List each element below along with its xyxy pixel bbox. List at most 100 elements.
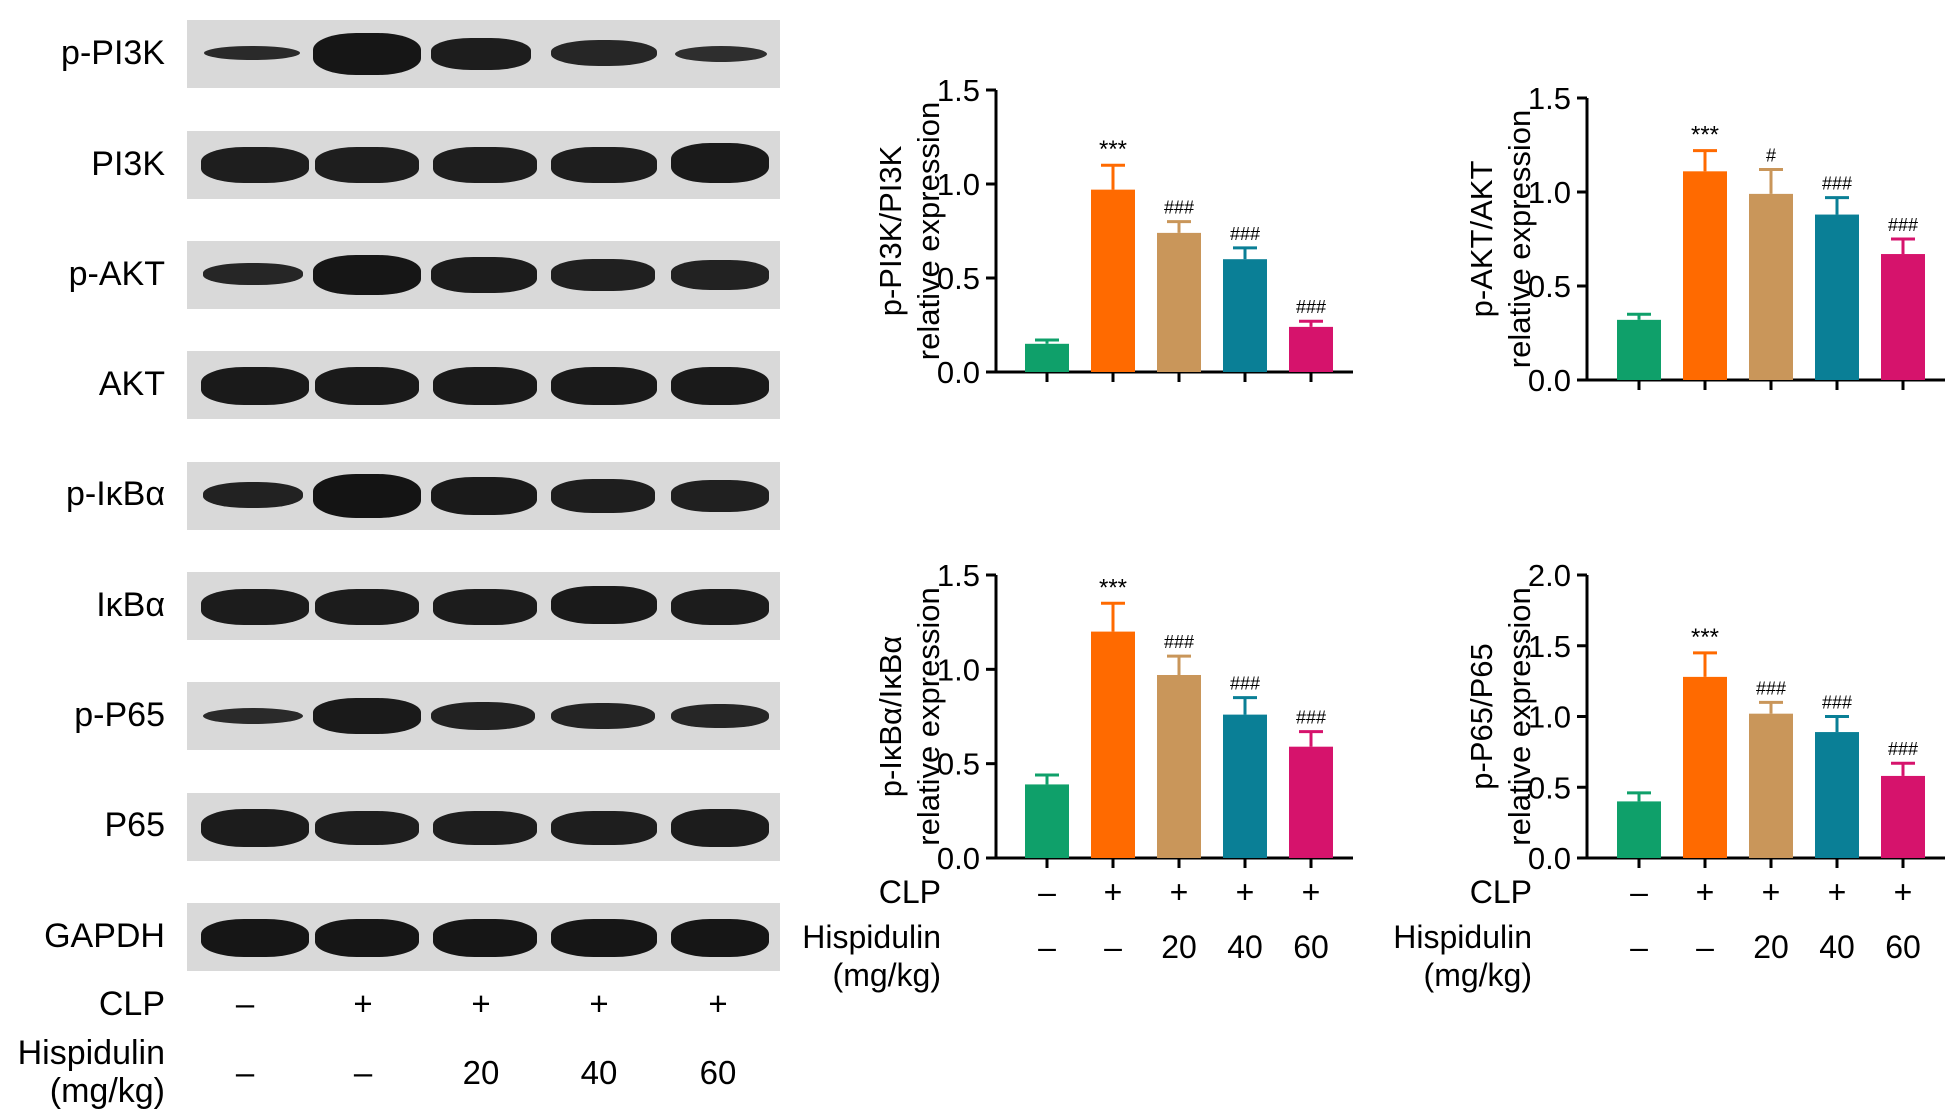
blot-label-p-akt: p-AKT (68, 255, 165, 293)
chart3-hispidulin-label-line2: (mg/kg) (833, 957, 941, 993)
chart4-y-tick-label-4: 2.0 (1528, 558, 1571, 593)
blot-label-p-pi3k: p-PI3K (61, 34, 165, 72)
chart4-annotation-4: ### (1822, 693, 1852, 713)
chart4-y-tick-label-2: 1.0 (1528, 700, 1571, 735)
chart4-annotation-3: ### (1756, 678, 1786, 698)
chart2-y-label-line1: p-AKT/AKT (1464, 161, 1499, 318)
chart1-y-tick-label-2: 1.0 (937, 167, 980, 202)
blot-label-p65: P65 (104, 806, 166, 844)
blot-strip-p-ikba (187, 462, 780, 530)
blot-strip-ikba (187, 572, 780, 640)
chart3-y-tick-label-3: 1.5 (937, 558, 980, 593)
chart2-bar-4 (1815, 214, 1859, 380)
chart1-y-label: p-PI3K/PI3Krelative expression (873, 102, 946, 360)
chart3-dose-1: – (1038, 929, 1056, 965)
blot-clp-sign-1: – (235, 985, 255, 1022)
chart2-bar-3 (1749, 193, 1793, 380)
chart3-y-tick-label-1: 0.5 (937, 747, 980, 782)
chart1-annotation-2: *** (1099, 136, 1127, 163)
chart3-bar-5 (1289, 746, 1333, 858)
chart2-annotation-5: ### (1888, 215, 1918, 235)
chart3-dose-2: – (1104, 929, 1122, 965)
chart2-annotation-3: # (1766, 145, 1776, 165)
chart4-y-label-line2: relative expression (1502, 587, 1537, 845)
chart1-y-label-line1: p-PI3K/PI3K (873, 145, 908, 316)
blot-hispidulin-label: Hispidulin (mg/kg) (18, 1034, 165, 1110)
blot-hispidulin-label-line1: Hispidulin (17, 1034, 165, 1072)
blot-label-ikba: IκBα (96, 586, 165, 624)
chart4-hispidulin-label-line2: (mg/kg) (1424, 957, 1532, 993)
chart2-y-tick-label-0: 0.0 (1528, 363, 1571, 398)
chart3-annotation-3: ### (1164, 632, 1194, 652)
blot-clp-label: CLP (98, 985, 165, 1023)
chart4-clp-sign-5: + (1894, 874, 1913, 910)
chart1-annotation-5: ### (1296, 297, 1326, 317)
blot-clp-sign-3: + (471, 985, 491, 1022)
chart4-y-tick-label-3: 1.5 (1528, 629, 1571, 664)
chart4-dose-5: 60 (1885, 929, 1921, 965)
chart4-dose-2: – (1696, 929, 1714, 965)
chart2-y-tick-label-1: 0.5 (1528, 269, 1571, 304)
blot-strip-akt (187, 351, 780, 419)
chart4-annotation-5: ### (1888, 739, 1918, 759)
chart4-clp-label: CLP (1470, 874, 1532, 910)
chart2-y-tick-label-3: 1.5 (1528, 81, 1571, 116)
chart4-clp-sign-4: + (1828, 874, 1847, 910)
chart1-y-tick-label-0: 0.0 (937, 355, 980, 390)
blot-dose-5: 60 (699, 1054, 737, 1091)
chart1-y-tick-label-3: 1.5 (937, 73, 980, 108)
chart1-annotation-3: ### (1164, 198, 1194, 218)
chart4-y-tick-label-0: 0.0 (1528, 841, 1571, 876)
chart3-bar-2 (1091, 631, 1135, 858)
blot-label-gapdh: GAPDH (44, 917, 165, 955)
chart3-bar-4 (1223, 714, 1267, 858)
chart2-y-label: p-AKT/AKTrelative expression (1464, 110, 1537, 368)
chart4-clp-sign-3: + (1762, 874, 1781, 910)
chart4-y-label-line1: p-P65/P65 (1464, 643, 1499, 790)
chart3-clp-sign-2: + (1104, 874, 1123, 910)
chart4-bar-2 (1683, 676, 1727, 858)
chart4-bar-1 (1617, 801, 1661, 858)
blot-strip-p-pi3k (187, 20, 780, 88)
chart3-bar-3 (1157, 674, 1201, 858)
chart3-clp-sign-1: – (1038, 874, 1056, 910)
chart2-annotation-2: *** (1691, 122, 1719, 149)
chart1-y-label-line2: relative expression (911, 102, 946, 360)
chart3-y-label-line1: p-IκBα/IκBα (873, 636, 908, 798)
blot-label-p-p65: p-P65 (74, 696, 165, 734)
chart3-y-label-line2: relative expression (911, 587, 946, 845)
chart3-hispidulin-label-line1: Hispidulin (802, 919, 941, 955)
chart3-y-label: p-IκBα/IκBαrelative expression (873, 587, 946, 845)
blot-hispidulin-label-line2: (mg/kg) (49, 1072, 165, 1110)
chart4-y-tick-label-1: 0.5 (1528, 770, 1571, 805)
chart1-bar-3 (1157, 232, 1201, 372)
chart4-y-label: p-P65/P65relative expression (1464, 587, 1537, 845)
blot-clp-sign-4: + (589, 985, 609, 1022)
chart3-dose-5: 60 (1293, 929, 1329, 965)
chart3-clp-sign-4: + (1236, 874, 1255, 910)
chart3-dose-4: 40 (1227, 929, 1263, 965)
blot-strip-gapdh (187, 903, 780, 971)
chart3-annotation-4: ### (1230, 674, 1260, 694)
chart2-bar-5 (1881, 254, 1925, 380)
chart2-y-tick-label-2: 1.0 (1528, 175, 1571, 210)
blot-strip-p-akt (187, 241, 780, 309)
chart4-dose-4: 40 (1819, 929, 1855, 965)
blot-label-akt: AKT (98, 365, 165, 403)
chart3-annotation-5: ### (1296, 708, 1326, 728)
chart2-annotation-4: ### (1822, 174, 1852, 194)
chart3-y-tick-label-2: 1.0 (937, 652, 980, 687)
blot-strip-pi3k (187, 131, 780, 199)
chart4-clp-sign-1: – (1630, 874, 1648, 910)
chart1-bar-2 (1091, 189, 1135, 372)
blot-dose-3: 20 (462, 1054, 500, 1091)
chart3-bar-1 (1025, 784, 1069, 858)
blot-label-p-ikba: p-IκBα (65, 475, 165, 513)
blot-clp-sign-2: + (353, 985, 373, 1022)
chart3-dose-3: 20 (1161, 929, 1197, 965)
chart4-bar-5 (1881, 775, 1925, 858)
chart3-annotation-2: *** (1099, 574, 1127, 601)
chart1-bar-1 (1025, 343, 1069, 372)
